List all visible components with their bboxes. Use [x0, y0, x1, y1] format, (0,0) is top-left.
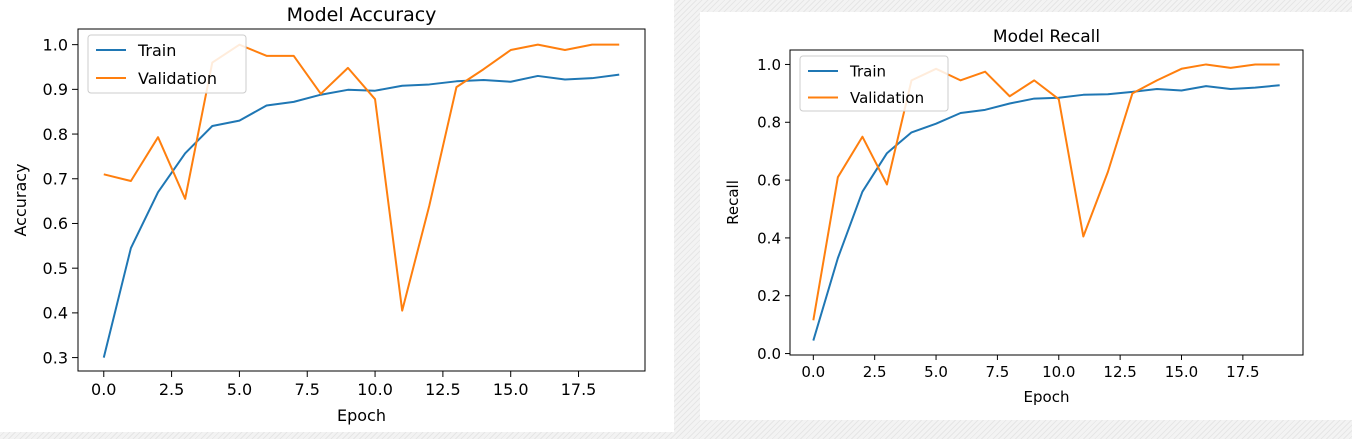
x-tick-label: 0.0: [91, 380, 116, 399]
y-tick-label: 1.0: [43, 35, 68, 54]
series-line-validation: [103, 43, 620, 312]
legend: Train Validation: [799, 55, 949, 112]
x-tick-label: 17.5: [1226, 363, 1259, 381]
y-axis-label: Accuracy: [11, 163, 30, 236]
y-tick-label: 0.5: [43, 259, 68, 278]
legend-box: [87, 34, 247, 94]
recall-chart-panel: Model Recall 0.0 2.5 5.0 7.5 10.0 12.5 15.0 17.5…: [700, 12, 1352, 420]
legend-label-validation: Validation: [850, 89, 924, 107]
x-axis-label: Epoch: [1024, 388, 1070, 406]
y-tick-label: 0.3: [43, 348, 68, 367]
y-tick-label: 0.9: [43, 80, 68, 99]
x-tick-label: 15.0: [493, 380, 529, 399]
x-axis-label: Epoch: [337, 406, 386, 425]
legend: Train Validation: [87, 34, 247, 94]
accuracy-chart-panel: Model Accuracy 0.0 2.5 5.0 7.5 10.0 12.5 15.0 17…: [0, 0, 674, 432]
accuracy-chart: Model Accuracy 0.0 2.5 5.0 7.5 10.0 12.5 15.0 17…: [11, 4, 646, 425]
y-axis-label: Recall: [724, 180, 742, 225]
legend-label-train: Train: [137, 41, 176, 60]
x-tick-label: 2.5: [863, 363, 887, 381]
y-tick-label: 0.4: [43, 304, 68, 323]
legend-label-train: Train: [849, 62, 886, 80]
y-tick-label: 0.8: [43, 125, 68, 144]
x-tick-label: 17.5: [561, 380, 597, 399]
series-line-train: [812, 84, 1280, 341]
recall-chart: Model Recall 0.0 2.5 5.0 7.5 10.0 12.5 15.0 17.5…: [724, 27, 1304, 406]
y-tick-label: 0.4: [757, 229, 781, 247]
chart-title: Model Recall: [993, 27, 1100, 47]
series-line-validation: [812, 63, 1280, 321]
x-tick-label: 7.5: [295, 380, 320, 399]
y-tick-label: 0.2: [757, 287, 781, 305]
y-tick-label: 0.0: [757, 345, 781, 363]
plot-frame: [77, 28, 646, 372]
x-tick-label: 10.0: [357, 380, 393, 399]
x-tick-label: 15.0: [1165, 363, 1198, 381]
legend-label-validation: Validation: [138, 69, 217, 88]
x-tick-label: 0.0: [801, 363, 825, 381]
y-tick-label: 1.0: [757, 56, 781, 74]
chart-title: Model Accuracy: [287, 4, 437, 26]
x-tick-label: 12.5: [425, 380, 461, 399]
x-tick-label: 10.0: [1042, 363, 1075, 381]
x-tick-label: 7.5: [985, 363, 1009, 381]
y-tick-label: 0.7: [43, 170, 68, 189]
plot-frame: [789, 49, 1304, 356]
x-tick-label: 5.0: [227, 380, 252, 399]
x-tick-label: 2.5: [159, 380, 184, 399]
y-tick-label: 0.8: [757, 114, 781, 132]
x-tick-label: 5.0: [924, 363, 948, 381]
y-tick-label: 0.6: [43, 214, 68, 233]
series-line-train: [102, 73, 620, 358]
x-tick-label: 12.5: [1103, 363, 1136, 381]
y-tick-label: 0.6: [757, 171, 781, 189]
